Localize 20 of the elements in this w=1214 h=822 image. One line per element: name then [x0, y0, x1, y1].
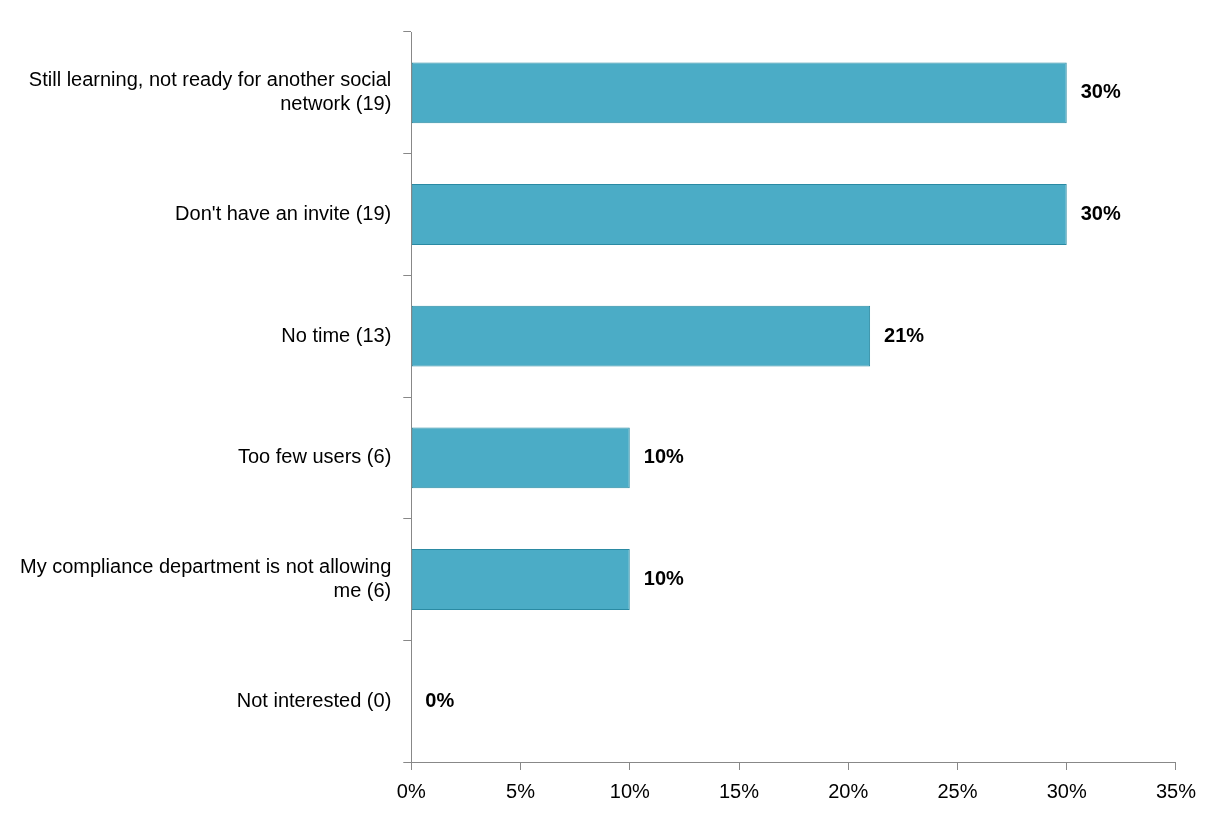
y-tick-label: Not interested (0) [236, 688, 392, 711]
data-label: 30% [1080, 80, 1121, 103]
y-tick-label: No time (13) [281, 323, 392, 346]
y-tick-label: My compliance department is not allowing me (6) [19, 555, 392, 602]
y-tick-label: Don't have an invite (19) [175, 202, 392, 225]
data-label: 10% [643, 567, 685, 590]
data-label: 30% [1080, 202, 1121, 225]
x-tick-label: 0% [396, 779, 426, 802]
x-tick-label: 25% [937, 779, 978, 802]
x-tick-label: 35% [1155, 779, 1197, 802]
y-tick-label: Too few users (6) [237, 445, 392, 468]
data-label: 10% [643, 445, 685, 468]
data-label: 0% [425, 688, 455, 711]
x-tick-label: 20% [828, 779, 869, 802]
x-tick-label: 15% [719, 779, 760, 802]
y-tick-label: Still learning, not ready for another social network (19) [28, 68, 392, 115]
data-label: 21% [884, 323, 925, 346]
x-tick-label: 30% [1046, 779, 1087, 802]
x-tick-label: 10% [609, 779, 650, 802]
x-tick-label: 5% [506, 779, 536, 802]
